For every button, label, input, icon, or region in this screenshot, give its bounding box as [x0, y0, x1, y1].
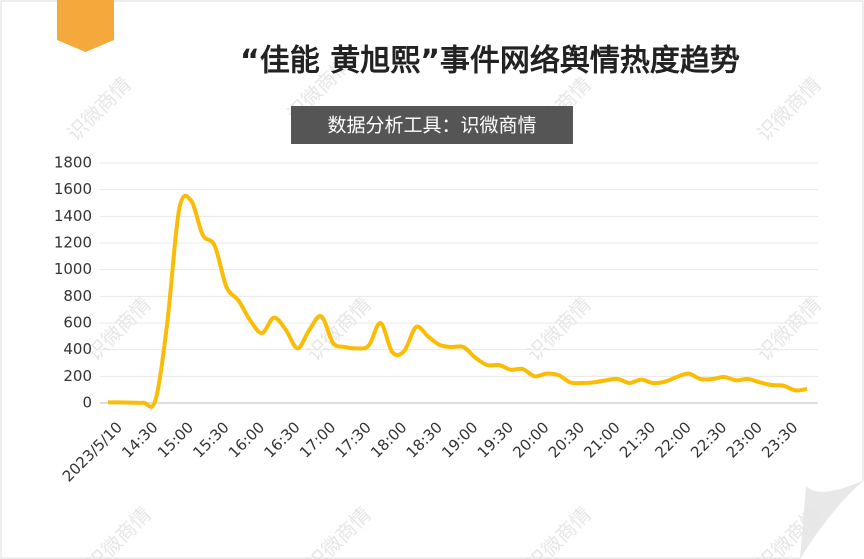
subtitle: 数据分析工具：识微商情 — [327, 115, 536, 137]
y-tick-label: 200 — [63, 367, 92, 385]
subtitle-box — [291, 106, 573, 144]
y-tick-label: 1000 — [54, 260, 92, 278]
page-curl-shadow — [800, 480, 864, 559]
y-tick-label: 400 — [63, 340, 92, 358]
y-tick-label: 1400 — [54, 207, 92, 225]
y-tick-label: 1600 — [54, 180, 92, 198]
corner-tab — [57, 0, 114, 52]
y-tick-label: 0 — [82, 394, 92, 412]
line-series — [107, 193, 808, 409]
y-tick-label: 1800 — [54, 154, 92, 172]
page-curl — [800, 480, 864, 559]
y-tick-label: 800 — [63, 287, 92, 305]
y-tick-label: 1200 — [54, 234, 92, 252]
y-tick-label: 600 — [63, 314, 92, 332]
chart-title: “佳能 黄旭熙”事件网络舆情热度趋势 — [240, 44, 740, 79]
